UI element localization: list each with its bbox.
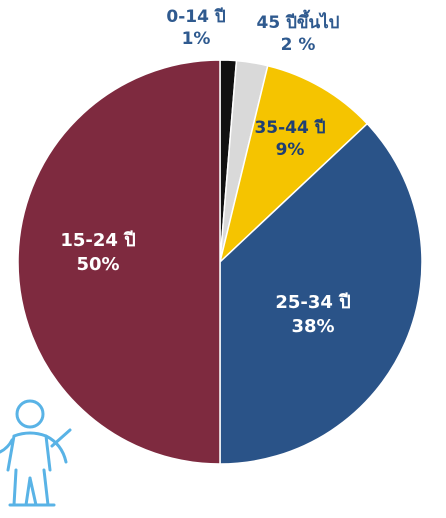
person-outline-icon [0,399,72,507]
slice-value-25-34: 38% [291,316,334,337]
slice-value-0-14: 1% [182,29,211,49]
pie-slice-4 [17,59,221,465]
slice-label-0-14: 0-14 ปี [166,6,225,27]
pie-labels: 0-14 ปี 1% 45 ปีขึ้นไป 2 % 35-44 ปี 9% 2… [60,6,350,337]
pie-slice-2 [218,64,369,265]
slice-label-25-34: 25-34 ปี [275,292,350,313]
slice-label-15-24: 15-24 ปี [60,230,135,251]
slice-value-45-plus: 2 % [281,35,316,55]
slice-label-45-plus: 45 ปีขึ้นไป [257,9,340,33]
pie-slices [17,59,423,465]
slice-label-35-44: 35-44 ปี [254,117,325,138]
pie-slice-3 [219,122,423,465]
slice-value-15-24: 50% [76,254,119,275]
slice-value-35-44: 9% [276,140,305,160]
